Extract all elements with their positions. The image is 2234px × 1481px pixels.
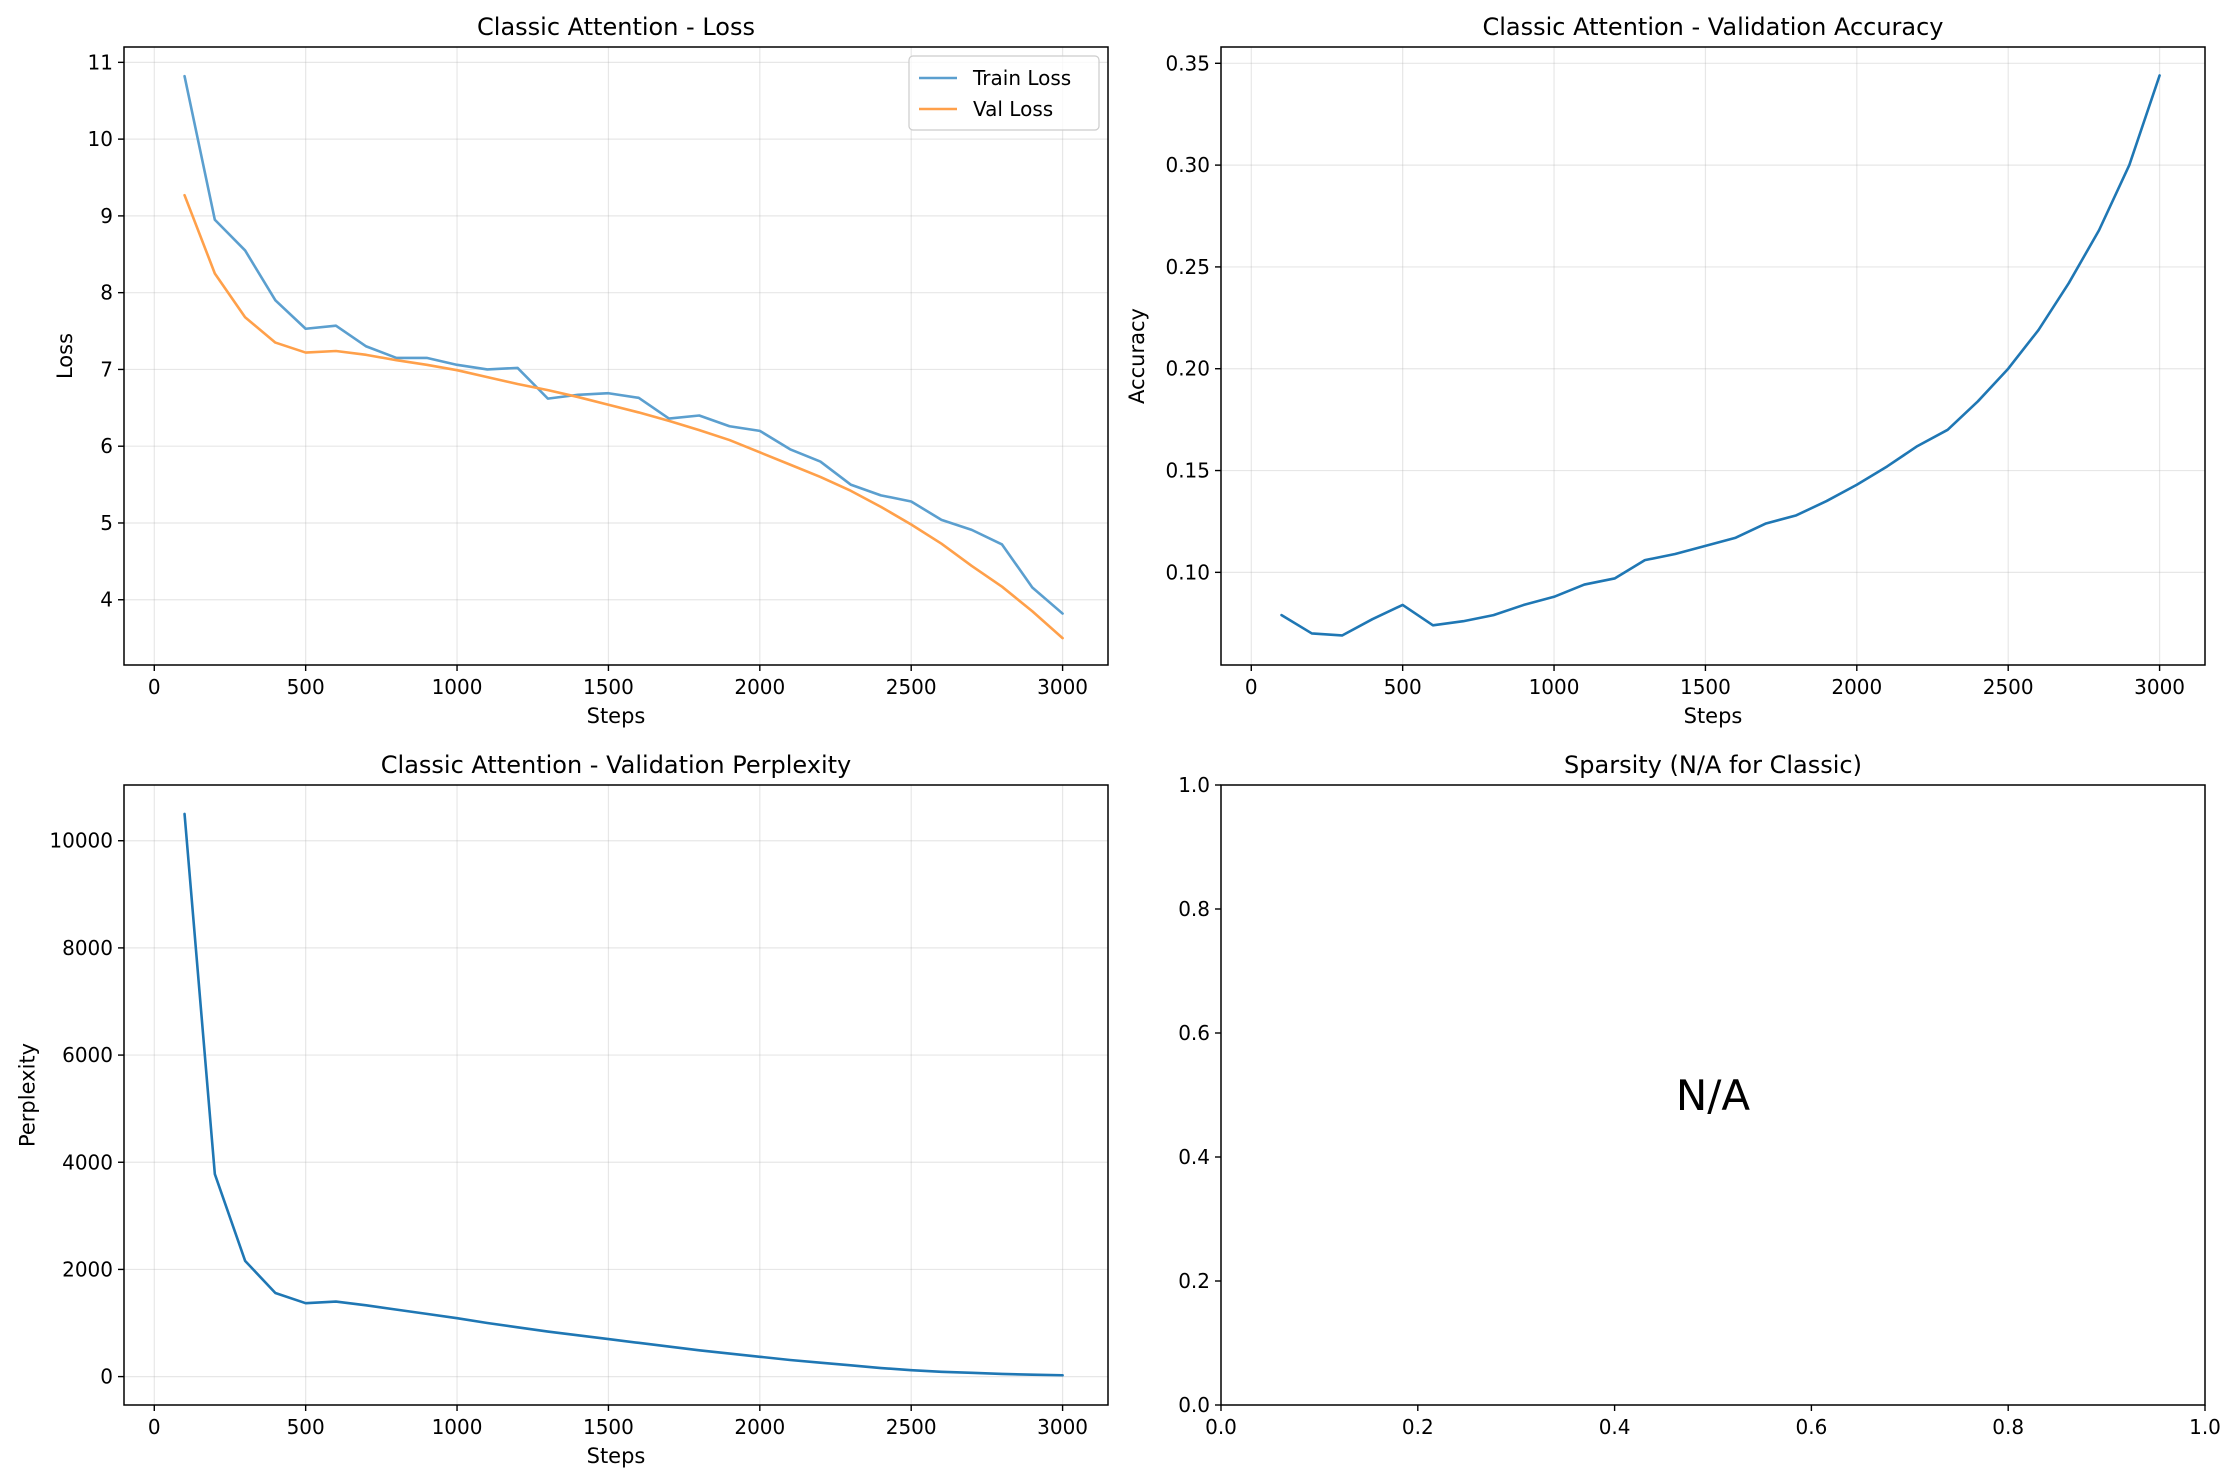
series-line-0 (183, 74, 1064, 615)
y-tick-label: 0.20 (1165, 357, 1210, 381)
y-axis-label: Loss (53, 333, 77, 379)
chart-sparsity: 0.0 0.2 0.4 0.6 0.8 1.0 0.0 0.2 0.4 0.6 0.8 1.0 Spar… (1178, 751, 2221, 1439)
x-tick-label: 1.0 (2189, 1415, 2221, 1439)
y-tick-label: 10 (88, 127, 113, 151)
x-tick-label: 1500 (583, 675, 634, 699)
y-tick-label: 5 (100, 511, 113, 535)
y-tick-label: 1.0 (1178, 773, 1210, 797)
x-tick-label: 3000 (2134, 675, 2185, 699)
x-tick-label: 2000 (1831, 675, 1882, 699)
series-line-0 (1280, 74, 2161, 637)
chart-ppl: 0 500 1000 1500 2000 2500 3000 0 2000 4000 6000 800… (16, 751, 1109, 1468)
legend-box (908, 55, 1100, 131)
x-tick-label: 0.2 (1402, 1415, 1434, 1439)
plot-frame (123, 46, 1109, 666)
y-tick-label: 0.25 (1165, 255, 1210, 279)
y-tick-label: 0.8 (1178, 897, 1210, 921)
x-tick-label: 1000 (432, 1415, 483, 1439)
y-tick-label: 7 (100, 357, 113, 381)
y-axis-label: Perplexity (16, 1043, 40, 1147)
chart-title: Classic Attention - Validation Perplexit… (381, 751, 851, 779)
series-line-0 (183, 812, 1064, 1377)
x-tick-label: 500 (1384, 675, 1422, 699)
y-tick-label: 8 (100, 281, 113, 305)
x-tick-label: 2000 (734, 675, 785, 699)
x-tick-label: 0 (148, 675, 161, 699)
x-tick-label: 0 (1245, 675, 1258, 699)
y-axis-label: Accuracy (1125, 308, 1149, 404)
x-tick-label: 3000 (1037, 1415, 1088, 1439)
x-axis-label: Steps (1684, 704, 1743, 728)
x-tick-label: 0.6 (1795, 1415, 1827, 1439)
y-tick-label: 8000 (62, 936, 113, 960)
series-line-1 (183, 193, 1064, 640)
x-tick-label: 0.8 (1992, 1415, 2024, 1439)
y-tick-label: 0.6 (1178, 1021, 1210, 1045)
y-tick-label: 0 (100, 1365, 113, 1389)
y-tick-label: 0.10 (1165, 560, 1210, 584)
x-tick-label: 0.0 (1205, 1415, 1237, 1439)
plot-frame (1220, 784, 2206, 1406)
plot-frame (123, 784, 1109, 1406)
x-axis-label: Steps (587, 1444, 646, 1468)
chart-title: Classic Attention - Loss (477, 13, 755, 41)
na-annotation: N/A (1676, 1071, 1751, 1120)
y-tick-label: 0.2 (1178, 1269, 1210, 1293)
x-tick-label: 2500 (886, 1415, 937, 1439)
x-tick-label: 2000 (734, 1415, 785, 1439)
y-tick-label: 0.15 (1165, 459, 1210, 483)
x-tick-label: 500 (287, 1415, 325, 1439)
legend-label: Train Loss (972, 66, 1071, 90)
y-tick-label: 11 (88, 50, 113, 74)
chart-loss: 0 500 1000 1500 2000 2500 3000 4 5 6 7 8 9 10 11 Classi… (53, 13, 1109, 728)
x-tick-label: 2500 (886, 675, 937, 699)
chart-acc: 0 500 1000 1500 2000 2500 3000 0.10 0.15 0.20 0.25… (1125, 13, 2206, 728)
x-tick-label: 1500 (1680, 675, 1731, 699)
chart-title: Sparsity (N/A for Classic) (1564, 751, 1862, 779)
y-tick-label: 0.30 (1165, 153, 1210, 177)
chart-title: Classic Attention - Validation Accuracy (1482, 13, 1943, 41)
y-tick-label: 4000 (62, 1150, 113, 1174)
y-tick-label: 10000 (49, 829, 113, 853)
y-tick-label: 0.0 (1178, 1393, 1210, 1417)
x-tick-label: 500 (287, 675, 325, 699)
y-tick-label: 6 (100, 434, 113, 458)
y-tick-label: 4 (100, 588, 113, 612)
x-tick-label: 3000 (1037, 675, 1088, 699)
x-tick-label: 0 (148, 1415, 161, 1439)
y-tick-label: 0.4 (1178, 1145, 1210, 1169)
x-tick-label: 1000 (1529, 675, 1580, 699)
legend: Train Loss Val Loss (908, 55, 1100, 131)
y-tick-label: 2000 (62, 1257, 113, 1281)
y-tick-label: 9 (100, 204, 113, 228)
y-tick-label: 0.35 (1165, 51, 1210, 75)
legend-label: Val Loss (973, 97, 1053, 121)
x-tick-label: 0.4 (1599, 1415, 1631, 1439)
x-axis-label: Steps (587, 704, 646, 728)
y-tick-label: 6000 (62, 1043, 113, 1067)
x-tick-label: 2500 (1983, 675, 2034, 699)
x-tick-label: 1500 (583, 1415, 634, 1439)
plot-frame (1220, 46, 2206, 666)
x-tick-label: 1000 (432, 675, 483, 699)
